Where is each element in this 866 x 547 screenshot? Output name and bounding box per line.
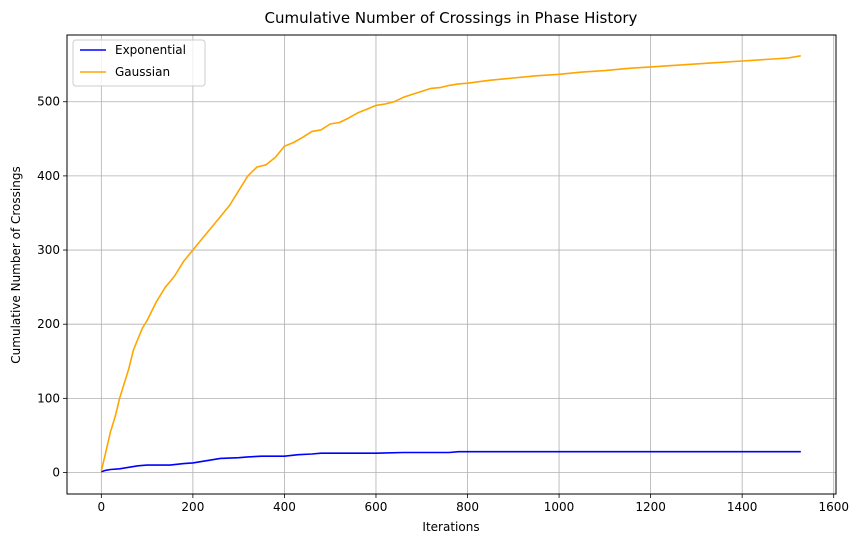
x-tick-label: 600 <box>365 500 388 514</box>
series-layer <box>100 55 801 473</box>
x-tick-label: 1600 <box>818 500 849 514</box>
y-tick-label: 0 <box>52 465 60 479</box>
y-tick-label: 400 <box>37 169 60 183</box>
y-axis: 0 100 200 300 400 500 <box>37 95 67 479</box>
series-line-exponential <box>101 450 801 473</box>
x-tick-label: 0 <box>98 500 106 514</box>
y-tick-label: 300 <box>37 243 60 257</box>
legend: Exponential Gaussian <box>72 39 206 87</box>
legend-label-exponential: Exponential <box>115 43 186 57</box>
series-line-gaussian <box>100 55 801 472</box>
x-tick-label: 1400 <box>727 500 758 514</box>
x-tick-label: 800 <box>456 500 479 514</box>
x-tick-label: 200 <box>181 500 204 514</box>
plot-frame <box>66 34 837 495</box>
y-axis-label: Cumulative Number of Crossings <box>9 166 23 363</box>
x-axis-label: Iterations <box>422 520 479 534</box>
grid-lines <box>67 35 836 494</box>
x-tick-label: 1200 <box>635 500 666 514</box>
chart-title: Cumulative Number of Crossings in Phase … <box>265 9 638 27</box>
y-tick-label: 500 <box>37 95 60 109</box>
x-axis: 0 200 400 600 800 1000 1200 1400 1600 <box>98 494 849 514</box>
x-tick-label: 400 <box>273 500 296 514</box>
legend-label-gaussian: Gaussian <box>115 65 170 79</box>
legend-box <box>72 39 206 87</box>
y-tick-label: 200 <box>37 317 60 331</box>
y-tick-label: 100 <box>37 391 60 405</box>
x-tick-label: 1000 <box>544 500 575 514</box>
